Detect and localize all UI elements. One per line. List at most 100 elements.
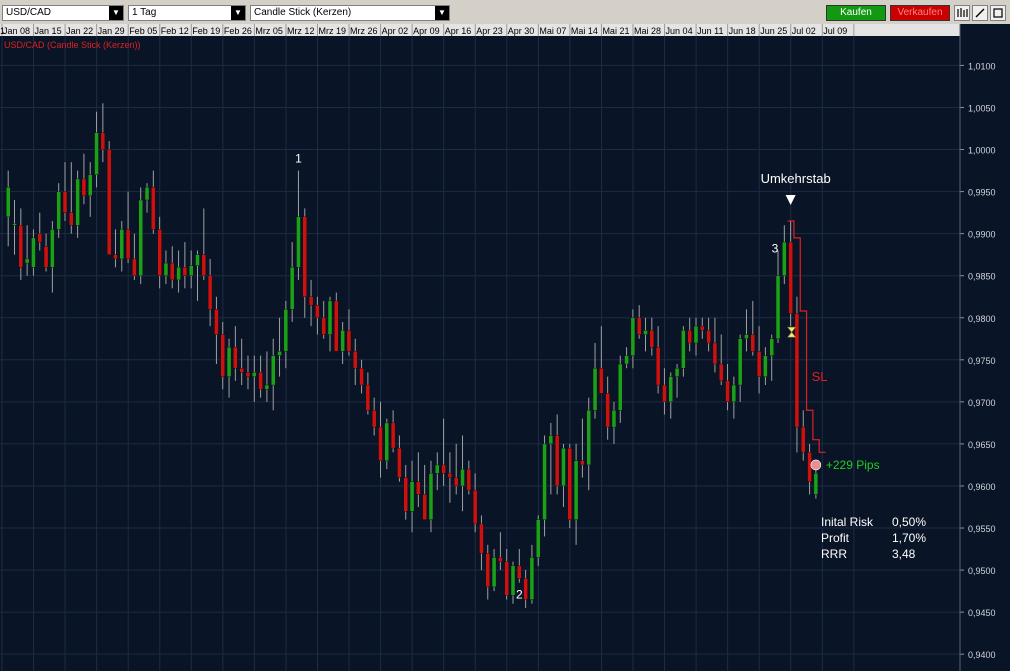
candle-up xyxy=(592,368,598,411)
candle-down xyxy=(157,229,162,276)
x-tick-label: Apr 09 xyxy=(413,26,440,36)
x-tick-label: Jun 11 xyxy=(697,26,723,36)
candle-down xyxy=(472,489,478,525)
x-tick-label: Jan 22 xyxy=(66,26,93,36)
chart-title: USD/CAD (Candle Stick (Kerzen)) xyxy=(4,40,141,50)
stat-label: Profit xyxy=(821,531,850,545)
candle-down xyxy=(662,384,667,403)
candle-up xyxy=(731,384,737,403)
candle-down xyxy=(580,460,585,466)
wave-label-2: 2 xyxy=(516,588,523,602)
x-tick-label: Jun 25 xyxy=(760,26,787,36)
candle-down xyxy=(788,241,793,314)
candle-up xyxy=(542,443,547,520)
y-tick-label: 0,9550 xyxy=(968,524,996,534)
candle-down xyxy=(517,565,522,579)
candles xyxy=(5,103,819,608)
candle-down xyxy=(182,267,188,276)
candle-down xyxy=(605,393,610,428)
candle-up xyxy=(510,565,516,596)
sell-button[interactable]: Verkaufen xyxy=(890,5,950,21)
candle-up xyxy=(630,317,636,356)
candle-up xyxy=(428,473,434,520)
x-tick-label: Apr 16 xyxy=(445,26,472,36)
candle-down xyxy=(353,351,358,369)
y-tick-label: 0,9400 xyxy=(968,650,996,660)
symbol-select[interactable]: USD/CAD ▼ xyxy=(2,5,124,21)
y-tick-label: 1,0100 xyxy=(968,61,996,71)
draw-line-icon[interactable] xyxy=(972,5,988,21)
candle-up xyxy=(763,355,768,377)
x-tick-label: Feb 12 xyxy=(161,26,189,36)
candle-up xyxy=(744,334,749,339)
x-tick-label: Mai 21 xyxy=(602,26,629,36)
x-tick-label: Mai 14 xyxy=(571,26,598,36)
x-tick-label: Mrz 19 xyxy=(319,26,347,36)
chart-toolbar: USD/CAD ▼ 1 Tag ▼ Candle Stick (Kerzen) … xyxy=(0,0,1010,25)
candle-up xyxy=(277,351,282,356)
candle-down xyxy=(397,447,402,478)
x-tick-label: Jan 08 xyxy=(3,26,30,36)
x-tick-label: Mai 28 xyxy=(634,26,661,36)
stop-loss-label: SL xyxy=(812,369,828,384)
candle-down xyxy=(554,435,560,487)
candle-down xyxy=(378,426,383,461)
candle-down xyxy=(504,561,509,596)
candle-up xyxy=(775,275,781,339)
candle-down xyxy=(422,494,427,520)
candle-down xyxy=(637,317,642,335)
chevron-down-icon[interactable]: ▼ xyxy=(435,6,449,20)
candle-up xyxy=(94,132,99,175)
candle-down xyxy=(485,553,490,588)
annotations: 1 2 3 Umkehrstab SL +229 Pips Inital Ris… xyxy=(295,152,926,602)
chart-style-select[interactable]: Candle Stick (Kerzen) ▼ xyxy=(250,5,450,21)
exit-marker-icon xyxy=(810,459,822,471)
stat-label: RRR xyxy=(821,547,847,561)
y-tick-label: 0,9450 xyxy=(968,608,996,618)
candle-down xyxy=(43,246,49,268)
x-tick-label: Apr 23 xyxy=(476,26,503,36)
candle-up xyxy=(271,355,276,386)
candle-down xyxy=(479,523,484,554)
candle-up xyxy=(813,473,819,495)
bar-chart-icon[interactable] xyxy=(954,5,970,21)
candle-down xyxy=(655,346,661,386)
candle-up xyxy=(681,330,686,369)
candle-down xyxy=(315,304,320,318)
buy-button[interactable]: Kaufen xyxy=(826,5,886,21)
chevron-down-icon[interactable]: ▼ xyxy=(231,6,245,20)
candle-down xyxy=(371,410,377,428)
y-tick-label: 0,9900 xyxy=(968,230,996,240)
candle-up xyxy=(31,237,36,268)
period-select[interactable]: 1 Tag ▼ xyxy=(128,5,246,21)
y-tick-label: 0,9700 xyxy=(968,398,996,408)
y-tick-label: 1,0050 xyxy=(968,103,996,113)
candle-up xyxy=(573,460,579,520)
candle-up xyxy=(624,355,629,365)
candle-down xyxy=(712,342,718,365)
maximize-icon[interactable] xyxy=(990,5,1006,21)
candle-down xyxy=(756,351,762,377)
x-tick-label: Apr 30 xyxy=(508,26,535,36)
stat-label: Inital Risk xyxy=(821,515,874,529)
candle-up xyxy=(782,241,787,276)
candle-down xyxy=(18,225,24,268)
candle-down xyxy=(106,149,112,255)
x-tick-label: Apr 02 xyxy=(382,26,409,36)
x-tick-label: Mrz 12 xyxy=(287,26,315,36)
candle-up xyxy=(88,174,93,197)
stat-value: 3,48 xyxy=(892,547,916,561)
candle-down xyxy=(403,477,408,512)
chevron-down-icon[interactable]: ▼ xyxy=(109,6,123,20)
x-tick-label: Jan 15 xyxy=(35,26,62,36)
candle-up xyxy=(56,191,61,230)
candle-up xyxy=(536,519,541,558)
entry-marker-icon xyxy=(787,326,797,338)
candle-down xyxy=(170,262,175,281)
y-tick-label: 0,9500 xyxy=(968,566,996,576)
candle-down xyxy=(220,334,225,377)
candle-down xyxy=(441,464,446,474)
x-tick-label: Feb 19 xyxy=(192,26,220,36)
candle-up xyxy=(611,410,617,428)
